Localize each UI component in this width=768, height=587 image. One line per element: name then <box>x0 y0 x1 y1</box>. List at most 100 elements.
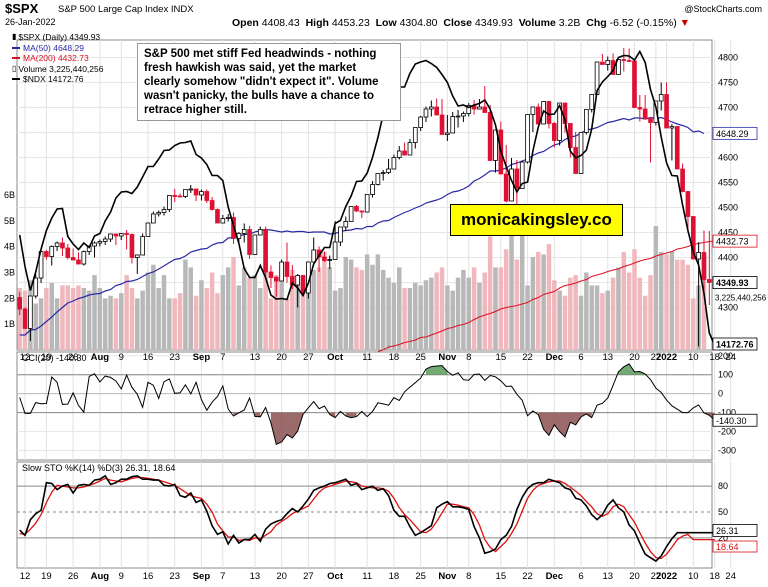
candle-body <box>354 206 359 212</box>
volume-bar <box>386 277 391 350</box>
x-tick-label-bottom: Sep <box>193 571 211 582</box>
volume-bar <box>669 251 675 350</box>
ndx-tag: 14172.76 <box>716 340 754 350</box>
close-tag-box <box>712 276 758 289</box>
candle-body <box>54 242 60 247</box>
candle-body <box>140 236 145 256</box>
volume-bar <box>525 285 530 350</box>
candle-body <box>407 142 413 156</box>
volume-bar <box>70 288 76 350</box>
candle-body <box>300 275 306 294</box>
cci-tick-label: -200 <box>718 427 736 437</box>
volume-bar <box>252 275 258 350</box>
volume-bar <box>129 288 135 350</box>
stoch-title: Slow STO %K(14) %D(3) 26.31, 18.64 <box>22 463 176 473</box>
volume-bar <box>44 288 49 350</box>
volume-bar <box>199 280 204 350</box>
candle-body <box>605 60 611 65</box>
candle-body <box>113 233 119 237</box>
chart-header: $SPX S&P 500 Large Cap Index INDX 26-Jan… <box>0 0 768 40</box>
volume-icon: ▯ <box>12 63 17 73</box>
volume-label: Volume <box>518 17 556 29</box>
volume-bar <box>552 280 557 350</box>
volume-bar <box>413 282 418 350</box>
volume-bar <box>65 285 71 350</box>
candle-body <box>434 106 439 116</box>
cci-panel <box>16 351 713 461</box>
volume-bar <box>258 288 263 350</box>
volume-bar <box>306 267 311 350</box>
volume-bar <box>338 288 343 350</box>
candle-body <box>49 246 55 257</box>
x-tick-label-bottom: 10 <box>688 571 699 582</box>
high-value: 4453.23 <box>331 17 370 29</box>
candle-body <box>380 172 386 174</box>
volume-value: 3.2B <box>558 17 581 29</box>
high-label: High <box>305 17 329 29</box>
x-tick-label: Dec <box>546 352 563 363</box>
volume-bar <box>407 288 413 350</box>
volume-bar <box>685 264 691 350</box>
candle-body <box>514 168 520 189</box>
volume-bar <box>274 275 279 350</box>
legend-ndx: $NDX 14172.76 <box>12 74 103 85</box>
candle-body <box>172 195 178 197</box>
candle-body <box>685 191 691 217</box>
candle-body <box>573 147 578 174</box>
cci-title: CCI(20) -140.30 <box>22 353 87 363</box>
candle-body <box>439 114 445 135</box>
volume-bar <box>290 269 295 350</box>
candle-body <box>707 279 712 283</box>
volume-bar <box>573 275 578 350</box>
volume-bar <box>284 298 290 350</box>
candle-body <box>284 261 290 277</box>
x-tick-label-bottom: 2022 <box>656 571 677 582</box>
candle-body <box>557 102 562 141</box>
volume-bar <box>380 269 386 350</box>
candle-body <box>461 113 466 117</box>
volume-bar <box>701 257 707 350</box>
x-tick-label-bottom: 13 <box>602 571 613 582</box>
x-tick-label-bottom: 11 <box>362 571 372 582</box>
candle-body <box>177 195 183 198</box>
x-tick-label-bottom: 12 <box>20 571 31 582</box>
legend-ma200: MA(200) 4432.73 <box>12 53 103 64</box>
candle-body <box>193 188 199 196</box>
candle-body <box>252 234 258 255</box>
volume-bar <box>423 280 429 350</box>
volume-bar <box>247 277 252 350</box>
volume-bar <box>332 290 338 350</box>
stoch-panel <box>16 461 713 569</box>
candle-body <box>33 277 39 297</box>
volume-bar <box>108 295 113 350</box>
annotation-box: S&P 500 met stiff Fed headwinds - nothin… <box>137 43 401 121</box>
cci-overbought-fill <box>426 365 448 375</box>
candle-body <box>28 295 33 329</box>
candle-body <box>311 249 317 263</box>
cci-oversold-fill <box>538 412 592 437</box>
candle-body <box>680 168 685 192</box>
x-tick-label-bottom: Oct <box>327 571 344 582</box>
volume-bar <box>450 290 455 350</box>
stoch-k-tag: 26.31 <box>716 526 739 536</box>
candle-body <box>102 238 108 242</box>
volume-bar <box>584 272 589 350</box>
x-tick-label-bottom: 25 <box>415 571 426 582</box>
candle-body <box>134 254 140 258</box>
candle-body <box>519 161 525 189</box>
x-tick-label-bottom: Dec <box>546 571 563 582</box>
volume-bar <box>487 236 493 350</box>
volume-tick-label: 1B <box>4 319 15 329</box>
volume-bar <box>188 267 193 350</box>
candle-body <box>17 297 22 310</box>
volume-bar <box>664 254 669 350</box>
volume-bar <box>562 295 568 350</box>
volume-bar <box>113 298 119 350</box>
candle-body <box>348 206 354 222</box>
x-tick-label-bottom: 8 <box>466 571 471 582</box>
volume-bar <box>364 254 370 350</box>
low-value: 4304.80 <box>399 17 438 29</box>
volume-bar <box>439 267 445 350</box>
ndx-tag-box <box>712 337 758 351</box>
x-tick-label-bottom: 20 <box>276 571 287 582</box>
